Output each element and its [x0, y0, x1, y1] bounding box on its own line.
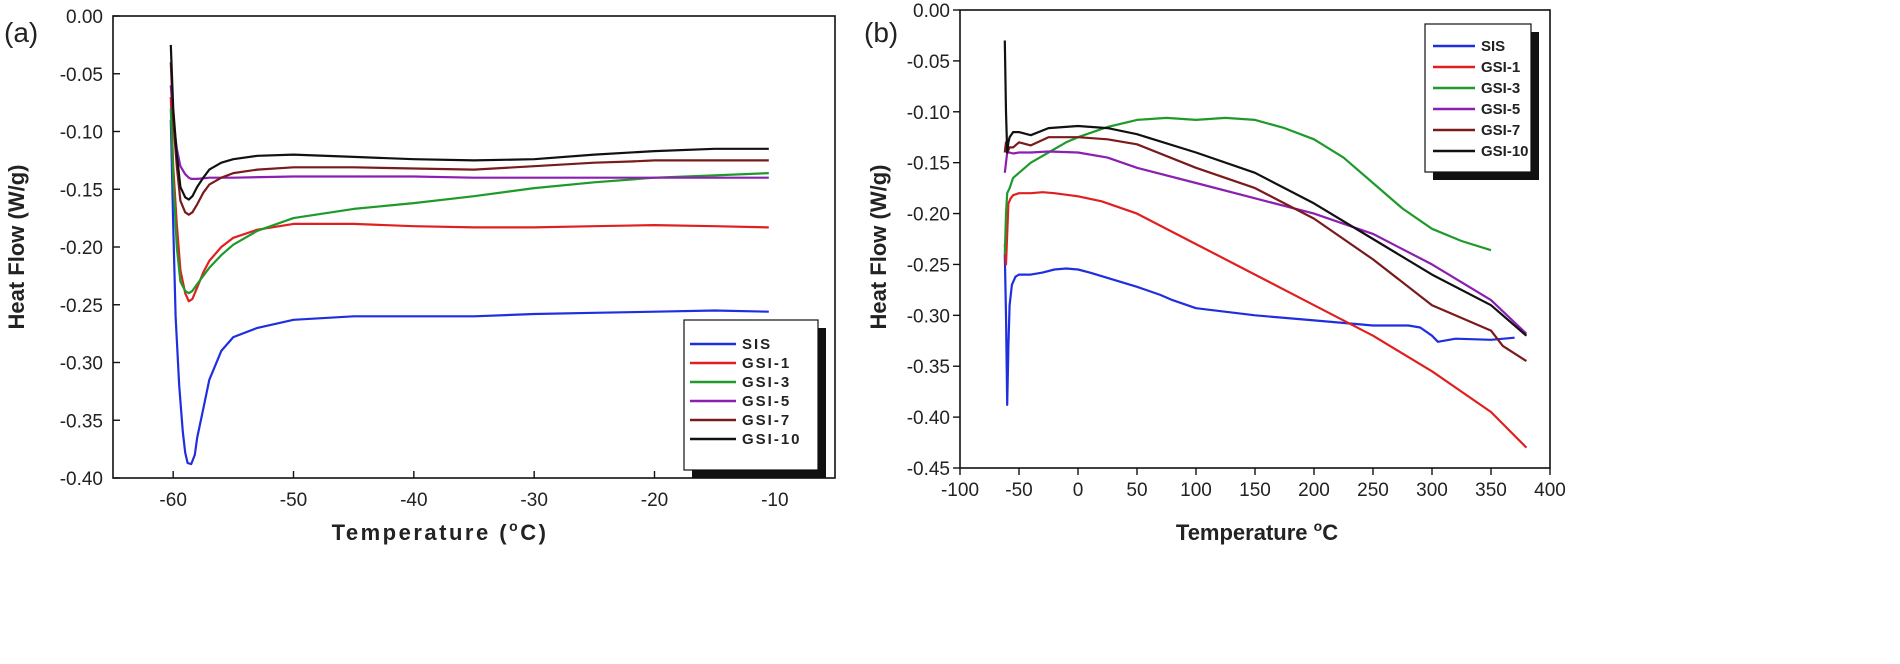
- y-tick-label: -0.25: [60, 296, 103, 317]
- x-tick-label: 400: [1534, 480, 1566, 501]
- legend-label: GSI-3: [742, 374, 791, 391]
- legend-label: SIS: [742, 336, 772, 353]
- legend-label: GSI-3: [1481, 80, 1520, 97]
- panel-b-y-axis: 0.00 -0.05 -0.10 -0.15 -0.20 -0.25 -0.30 -0.35 -…: [907, 1, 960, 480]
- x-tick-label: -20: [641, 490, 668, 511]
- series-line-gsi-3: [169, 108, 769, 295]
- y-tick-label: -0.05: [60, 65, 103, 86]
- panel-b-legend-box: [1424, 23, 1532, 173]
- x-tick-label: -50: [1005, 480, 1032, 501]
- y-tick-label: -0.20: [907, 205, 950, 226]
- panel-a: (a) 0.00 -0.05 -0.10 -0.15 -0.20 -0.25 -0.30 -0…: [4, 7, 836, 545]
- legend-label: GSI-1: [742, 355, 791, 372]
- y-tick-label: -0.40: [60, 469, 103, 490]
- x-tick-label: 250: [1357, 480, 1389, 501]
- panel-a-x-label: Temperature (oC): [332, 518, 549, 545]
- series-line-gsi-5: [1003, 150, 1528, 335]
- x-tick-label: -10: [761, 490, 788, 511]
- x-tick-label: 0: [1073, 480, 1084, 501]
- x-tick-label: 300: [1416, 480, 1448, 501]
- panel-b: (b) 0.00 -0.05 -0.10 -0.15 -0.20 -0.25 -0.30 -0…: [864, 1, 1566, 545]
- x-tick-label: -30: [520, 490, 547, 511]
- y-tick-label: -0.20: [60, 238, 103, 259]
- x-tick-label: 200: [1298, 480, 1330, 501]
- y-tick-label: -0.35: [60, 411, 103, 432]
- y-tick-label: -0.35: [907, 357, 950, 378]
- panel-a-x-axis: -60 -50 -40 -30 -20 -10: [159, 471, 789, 511]
- panel-b-x-label: Temperature oC: [1176, 518, 1338, 545]
- x-tick-label: -40: [400, 490, 427, 511]
- series-line-gsi-1: [169, 96, 769, 303]
- series-line-gsi-5: [169, 85, 769, 180]
- panel-b-x-axis: -100 -50 0 50 100 150 200 250 300 350 400: [941, 468, 1566, 501]
- series-line-gsi-7: [1003, 136, 1527, 363]
- legend-label: GSI-5: [1481, 101, 1520, 118]
- legend-label: GSI-10: [742, 431, 802, 448]
- series-line-gsi-10: [1003, 40, 1528, 337]
- y-tick-label: -0.45: [907, 459, 950, 480]
- x-tick-label: 150: [1239, 480, 1271, 501]
- y-tick-label: -0.40: [907, 408, 950, 429]
- y-tick-label: -0.10: [60, 123, 103, 144]
- legend-label: GSI-7: [1481, 122, 1520, 139]
- legend-label: GSI-7: [742, 412, 791, 429]
- series-line-gsi-7: [169, 62, 769, 216]
- x-tick-label: 350: [1475, 480, 1507, 501]
- y-tick-label: -0.05: [907, 52, 950, 73]
- series-line-sis: [1003, 254, 1515, 406]
- x-tick-label: -60: [159, 490, 186, 511]
- legend-label: GSI-5: [742, 393, 791, 410]
- panel-b-series-lines: [1003, 40, 1528, 449]
- x-tick-label: 50: [1126, 480, 1147, 501]
- panel-b-label: (b): [864, 17, 898, 48]
- x-tick-label: -50: [280, 490, 307, 511]
- legend-label: GSI-10: [1481, 143, 1529, 160]
- x-tick-label: -100: [941, 480, 979, 501]
- panel-a-legend: SIS GSI-1 GSI-3 GSI-5 GSI-7 GSI-10: [683, 319, 826, 478]
- y-tick-label: -0.30: [907, 306, 950, 327]
- series-line-gsi-1: [1003, 191, 1528, 449]
- y-tick-label: -0.30: [60, 354, 103, 375]
- y-tick-label: -0.15: [907, 154, 950, 175]
- panel-a-y-label: Heat Flow (W/g): [4, 165, 29, 330]
- panel-a-y-axis: 0.00 -0.05 -0.10 -0.15 -0.20 -0.25 -0.30 -0.35 -…: [60, 7, 120, 490]
- panel-b-y-label: Heat Flow (W/g): [866, 165, 891, 330]
- series-line-gsi-3: [1003, 116, 1492, 255]
- legend-label: SIS: [1481, 38, 1505, 55]
- panel-a-series-lines: [169, 44, 769, 466]
- series-line-sis: [169, 119, 769, 466]
- y-tick-label: 0.00: [66, 7, 103, 28]
- y-tick-label: -0.25: [907, 255, 950, 276]
- x-tick-label: 100: [1180, 480, 1212, 501]
- panel-b-legend: SIS GSI-1 GSI-3 GSI-5 GSI-7 GSI-10: [1424, 23, 1539, 180]
- panel-a-label: (a): [4, 17, 38, 48]
- legend-label: GSI-1: [1481, 59, 1520, 76]
- y-tick-label: 0.00: [913, 1, 950, 22]
- series-line-gsi-10: [169, 44, 769, 201]
- y-tick-label: -0.15: [60, 180, 103, 201]
- y-tick-label: -0.10: [907, 103, 950, 124]
